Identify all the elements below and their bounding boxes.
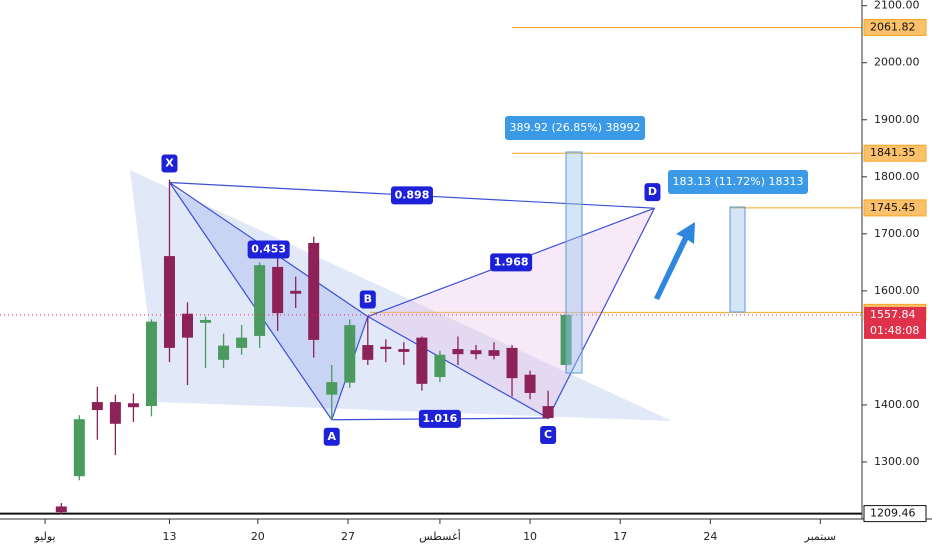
ratio-label: 1.968 <box>494 255 529 268</box>
point-label: C <box>544 428 552 441</box>
ratio-box <box>390 186 433 205</box>
level-label-box <box>863 199 927 217</box>
measure-label: 389.92 (26.85%) 38992 <box>509 121 640 134</box>
candle-body <box>200 319 212 323</box>
candle-body <box>344 325 356 383</box>
y-tick-label: 2100.00 <box>874 0 920 12</box>
last-price-box <box>864 306 926 339</box>
point-box <box>644 183 661 202</box>
x-tick-label: 17 <box>613 530 627 543</box>
triangle-drawing <box>130 170 672 421</box>
point-label: A <box>327 430 336 443</box>
x-tick-label: سبتمبر <box>804 530 837 543</box>
candle-body <box>91 402 103 411</box>
level-label: 1209.46 <box>870 507 916 520</box>
y-tick-label: 1300.00 <box>874 455 920 468</box>
point-box <box>540 426 557 445</box>
level-label: 1841.35 <box>870 146 916 159</box>
candle-body <box>452 349 464 355</box>
measure-label-box <box>505 116 645 140</box>
candle-body <box>182 313 194 338</box>
pattern-line <box>367 316 549 419</box>
point-box <box>323 427 340 446</box>
candle-body <box>398 349 410 352</box>
ratio-box <box>247 240 290 259</box>
price-axis <box>862 0 932 519</box>
y-tick-label: 1800.00 <box>874 170 920 183</box>
candle-body <box>236 337 248 348</box>
candle-body <box>290 290 302 294</box>
candle-body <box>254 265 266 336</box>
x-tick-label: يوليو <box>34 530 56 543</box>
measure-label: 183.13 (11.72%) 18313 <box>672 175 803 188</box>
last-price-label: 1557.84 <box>870 308 916 321</box>
candle-body <box>308 242 320 340</box>
measure-label-box <box>668 170 808 194</box>
y-tick-label: 1600.00 <box>874 284 920 297</box>
y-tick-label: 1700.00 <box>874 227 920 240</box>
pattern-fill <box>367 208 655 419</box>
ratio-label: 1.016 <box>423 412 458 425</box>
point-label: D <box>648 185 657 198</box>
x-tick-label: 10 <box>523 530 537 543</box>
candle-body <box>416 337 428 384</box>
pattern-line <box>547 207 656 419</box>
x-tick-label: 27 <box>341 530 355 543</box>
point-box <box>359 290 376 309</box>
level-label: 2061.82 <box>870 20 916 33</box>
level-label: 1745.45 <box>870 201 916 214</box>
point-label: B <box>364 293 372 306</box>
candle-body <box>127 403 139 408</box>
point-label: X <box>165 157 174 170</box>
candle-body <box>470 350 482 355</box>
candle-body <box>145 321 157 407</box>
candle-body <box>73 419 85 477</box>
ratio-box <box>418 409 461 428</box>
level-label-box <box>863 144 927 162</box>
candle-body <box>218 345 230 360</box>
y-tick-label: 1400.00 <box>874 398 920 411</box>
y-tick-label: 2000.00 <box>874 56 920 69</box>
ratio-label: 0.453 <box>251 243 286 256</box>
x-tick-label: 13 <box>162 530 176 543</box>
level-label-box <box>863 505 927 523</box>
x-tick-label: 20 <box>251 530 265 543</box>
candle-body <box>109 402 121 424</box>
x-tick-label: أغسطس <box>419 529 461 543</box>
measure-box <box>729 206 746 313</box>
y-tick-label: 1900.00 <box>874 113 920 126</box>
overlay: 2100.00 2000.00 1900.00 1800.00 1700.00 1600.… <box>34 0 927 543</box>
candle-body <box>55 506 67 513</box>
pattern-fill <box>169 182 368 420</box>
candle-body <box>524 374 536 393</box>
level-label-box <box>863 18 927 36</box>
candle-body <box>506 347 518 379</box>
ratio-box <box>490 253 533 272</box>
arrow <box>654 222 695 300</box>
candle-body <box>542 406 554 419</box>
countdown-label: 01:48:08 <box>870 324 919 337</box>
candle-body <box>163 256 175 348</box>
candle-body <box>488 350 500 356</box>
candle-body <box>272 266 284 314</box>
point-box <box>161 154 178 173</box>
candle-body <box>326 382 338 395</box>
ratio-label: 0.898 <box>395 188 430 201</box>
pattern-line <box>168 182 333 421</box>
candle-body <box>362 345 374 360</box>
candle-body <box>434 354 446 377</box>
x-tick-label: 24 <box>703 530 717 543</box>
candle-body <box>380 346 392 350</box>
measure-box <box>565 151 583 374</box>
